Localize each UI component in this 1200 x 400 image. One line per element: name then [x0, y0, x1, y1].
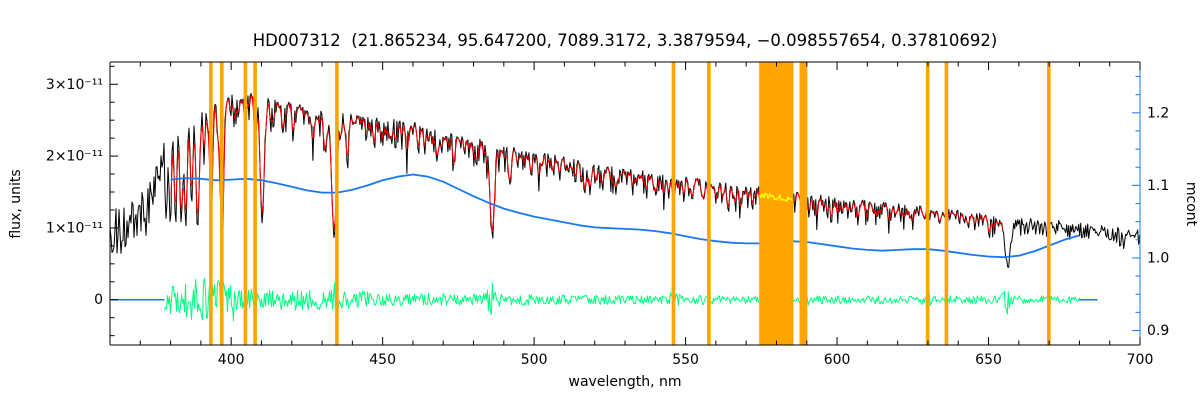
y-left-tick-label: 0 [94, 292, 103, 308]
x-tick-label: 400 [218, 352, 245, 368]
x-tick-label: 550 [672, 352, 699, 368]
orange-mask-band [243, 62, 248, 345]
masked-spectrum-line [759, 192, 794, 203]
plot-title: HD007312 (21.865234, 95.647200, 7089.317… [253, 31, 998, 50]
y-right-tick-label: 1.1 [1147, 178, 1169, 194]
y-right-tick-label: 1.2 [1147, 105, 1169, 121]
model-spectrum-line [170, 95, 1004, 235]
y-left-tick-label: 3×10⁻¹¹ [46, 77, 103, 93]
x-axis-label: wavelength, nm [569, 374, 682, 390]
x-tick-label: 650 [975, 352, 1002, 368]
orange-mask-band [759, 62, 794, 345]
y-left-axis-label: flux, units [8, 169, 24, 238]
orange-mask-band [335, 62, 339, 345]
x-tick-label: 600 [824, 352, 851, 368]
y-left-tick-label: 1×10⁻¹¹ [46, 220, 103, 236]
orange-mask-band [253, 62, 257, 345]
orange-mask-band [1046, 62, 1051, 345]
x-tick-label: 500 [521, 352, 548, 368]
orange-mask-band [944, 62, 949, 345]
axes-frame-layer [109, 61, 1141, 346]
x-tick-label: 700 [1127, 352, 1154, 368]
orange-mask-band [799, 62, 808, 345]
y-right-axis-label: mcont [1183, 182, 1199, 227]
orange-mask-band [707, 62, 711, 345]
orange-mask-band [671, 62, 676, 345]
x-tick-label: 450 [369, 352, 396, 368]
orange-mask-band [925, 62, 930, 345]
y-left-tick-label: 2×10⁻¹¹ [46, 149, 103, 165]
orange-mask-band [209, 62, 213, 345]
y-right-tick-label: 1.0 [1147, 250, 1169, 266]
y-right-tick-label: 0.9 [1147, 323, 1169, 339]
orange-mask-band [219, 62, 224, 345]
orange-mask-layer [209, 62, 1051, 345]
tick-label-layer: 400 450 500 550 600 650 700 0 1×10⁻¹¹ 2×10⁻¹¹ 3×10… [46, 77, 1169, 368]
